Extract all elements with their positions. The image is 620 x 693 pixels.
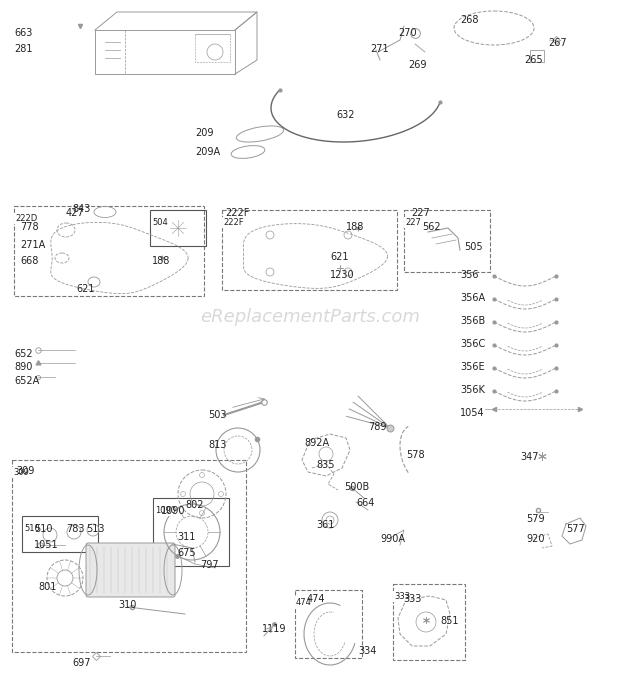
Text: 513: 513 [86, 524, 105, 534]
Bar [22, 516, 98, 552]
Text: 562: 562 [422, 222, 441, 232]
Text: 356B: 356B [460, 316, 485, 326]
Text: 188: 188 [152, 256, 171, 266]
Text: 271A: 271A [20, 240, 45, 250]
Text: 510: 510 [34, 524, 53, 534]
Text: 632: 632 [336, 110, 355, 120]
Text: 890: 890 [14, 362, 32, 372]
Text: 778: 778 [20, 222, 38, 232]
Text: 920: 920 [526, 534, 544, 544]
Bar [14, 206, 204, 296]
Text: 227: 227 [411, 208, 430, 218]
Text: 578: 578 [406, 450, 425, 460]
Text: 802: 802 [185, 500, 203, 510]
Text: 1119: 1119 [262, 624, 286, 634]
Text: 1054: 1054 [460, 408, 485, 418]
Text: 503: 503 [208, 410, 226, 420]
Text: 270: 270 [398, 28, 417, 38]
Text: eReplacementParts.com: eReplacementParts.com [200, 308, 420, 326]
Text: 427: 427 [66, 208, 84, 218]
Text: 356C: 356C [460, 339, 485, 349]
Text: 474: 474 [307, 594, 326, 604]
Text: 271: 271 [370, 44, 389, 54]
Bar [393, 584, 465, 660]
Text: 783: 783 [66, 524, 84, 534]
Text: 652A: 652A [14, 376, 39, 386]
Text: 361: 361 [316, 520, 334, 530]
Text: 892A: 892A [304, 438, 329, 448]
Text: 697: 697 [72, 658, 91, 668]
Text: 621: 621 [76, 284, 94, 294]
Text: 652: 652 [14, 349, 33, 359]
Text: 356K: 356K [460, 385, 485, 395]
Text: 668: 668 [20, 256, 38, 266]
Bar [150, 210, 206, 246]
Text: 209A: 209A [195, 147, 220, 157]
Text: 474: 474 [296, 598, 312, 607]
Text: 801: 801 [38, 582, 56, 592]
Text: 356: 356 [460, 270, 479, 280]
Text: 579: 579 [526, 514, 544, 524]
Text: 347: 347 [520, 452, 539, 462]
Text: 510: 510 [24, 524, 40, 533]
Text: 505: 505 [464, 242, 482, 252]
Text: 835: 835 [316, 460, 335, 470]
Bar [295, 590, 362, 658]
Text: 281: 281 [14, 44, 32, 54]
Text: 504: 504 [152, 218, 168, 227]
Text: 1090: 1090 [155, 506, 176, 515]
Text: 500B: 500B [344, 482, 370, 492]
Text: 333: 333 [394, 592, 410, 601]
Text: 309: 309 [13, 468, 29, 477]
Text: 222D: 222D [15, 214, 37, 223]
Bar [404, 210, 490, 272]
Text: 209: 209 [195, 128, 213, 138]
Bar [12, 460, 246, 652]
Bar [530, 50, 544, 62]
Text: 797: 797 [200, 560, 219, 570]
Text: 356E: 356E [460, 362, 485, 372]
Text: 311: 311 [177, 532, 195, 542]
Text: 577: 577 [566, 524, 585, 534]
Text: 621: 621 [330, 252, 348, 262]
Text: 310: 310 [118, 600, 136, 610]
Text: 265: 265 [524, 55, 542, 65]
Text: 1090: 1090 [161, 506, 185, 516]
Text: 1230: 1230 [330, 270, 355, 280]
Bar [222, 210, 397, 290]
Text: 309: 309 [16, 466, 34, 476]
FancyBboxPatch shape [86, 543, 175, 597]
Text: 851: 851 [440, 616, 459, 626]
Text: 356A: 356A [460, 293, 485, 303]
Bar [153, 498, 229, 566]
Text: 789: 789 [368, 422, 386, 432]
Text: 222F: 222F [225, 208, 249, 218]
Text: 333: 333 [403, 594, 422, 604]
Text: 334: 334 [358, 646, 376, 656]
Text: 227: 227 [405, 218, 421, 227]
Text: 188: 188 [346, 222, 365, 232]
Text: 663: 663 [14, 28, 32, 38]
Text: 268: 268 [460, 15, 479, 25]
Text: 222F: 222F [223, 218, 244, 227]
Text: 990A: 990A [380, 534, 405, 544]
Text: 813: 813 [208, 440, 226, 450]
Text: 267: 267 [548, 38, 567, 48]
Text: 675: 675 [177, 548, 196, 558]
Text: 269: 269 [408, 60, 427, 70]
Text: 843: 843 [72, 204, 91, 214]
Text: 664: 664 [356, 498, 374, 508]
Text: 1051: 1051 [34, 540, 59, 550]
